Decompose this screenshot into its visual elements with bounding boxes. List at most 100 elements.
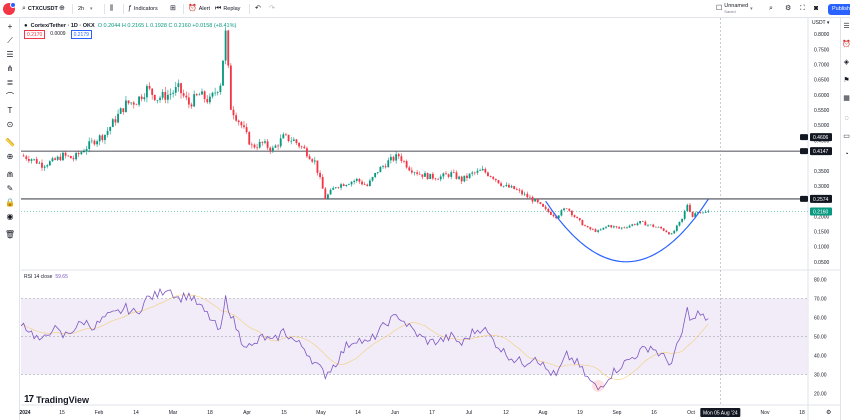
candle-body <box>22 155 25 157</box>
candle-body <box>691 211 694 217</box>
candle-body <box>211 92 214 97</box>
price-label-badge <box>810 133 832 142</box>
rsi-tick-label: 60.00 <box>814 316 827 322</box>
compare-button[interactable]: ⊕ <box>59 3 65 15</box>
brush-tool[interactable]: ⌒ <box>3 92 17 102</box>
time-tick-label: Nov <box>761 410 770 416</box>
data-window-button[interactable]: ◈ <box>842 58 850 67</box>
hotlists-button[interactable]: ⚑ <box>842 76 850 85</box>
alert-button[interactable]: ⏰ Alert <box>188 3 210 15</box>
candle-body <box>229 65 232 110</box>
candle-body <box>521 190 523 195</box>
fullscreen-button[interactable]: ⛶ <box>800 3 805 15</box>
trend-line-tool[interactable]: ⟋ <box>3 36 17 46</box>
symbol-title[interactable]: Cortex/Tether · 1D · OKX <box>30 23 95 29</box>
quick-search-button[interactable]: ⌕ <box>769 3 773 15</box>
candle-body <box>148 86 151 89</box>
alerts-panel-button[interactable]: ⏰ <box>842 40 850 49</box>
interval-button[interactable]: 2h <box>78 3 84 15</box>
watchlist-button[interactable]: ☰ <box>842 22 850 31</box>
symbol-search[interactable]: ⌕ CTXCUSDT <box>22 3 58 15</box>
candle-body <box>468 173 471 178</box>
redo-button[interactable]: ↷ <box>269 3 275 15</box>
candle-body <box>219 85 222 92</box>
candle-body <box>285 134 287 135</box>
top-toolbar: ⌕ CTXCUSDT ⊕ 2h ▾ ⫼ ƒ Indicators ⊞ ⏰ Ale… <box>0 0 850 18</box>
interval-label: 2h <box>78 6 85 12</box>
patterns-tool[interactable]: ⊙ <box>3 120 17 130</box>
candle-body <box>605 226 607 228</box>
measure-tool[interactable]: 📏 <box>3 138 17 148</box>
time-tick-label: 16 <box>651 410 657 416</box>
snapshot-button[interactable]: ◙ <box>814 3 818 15</box>
rsi-label[interactable]: RSI 14 close <box>24 274 53 280</box>
currency-label[interactable]: USDT ▾ <box>812 20 829 26</box>
candle-body <box>96 141 98 145</box>
candle-body <box>146 86 148 98</box>
candle-body <box>300 146 303 148</box>
fib-tool[interactable]: ≣ <box>3 78 17 88</box>
layout-menu[interactable]: ☐ Unnamed Saved ▾ <box>716 3 753 15</box>
candle-body <box>602 227 605 230</box>
candle-body <box>581 220 584 226</box>
candle-body <box>240 122 243 126</box>
sell-price[interactable]: 0.2170 <box>24 30 46 39</box>
calendar-icon: ▦ <box>843 95 850 102</box>
candle-body <box>193 94 196 107</box>
spread-value: 0.0009 <box>48 30 68 39</box>
rsi-axis[interactable]: 80.00 70.00 60.00 50.00 40.00 30.00 20.00 <box>814 278 827 398</box>
candle-body <box>80 152 83 155</box>
candle-body <box>647 224 649 226</box>
replay-button[interactable]: ⏮ Replay <box>215 3 240 15</box>
candle-body <box>452 172 455 173</box>
tradingview-logo[interactable]: 17 TradingView <box>24 394 89 405</box>
crosshair-tool[interactable]: + <box>3 22 17 32</box>
time-tick-label: Aug <box>539 410 548 416</box>
candle-body <box>132 102 135 105</box>
pitchfork-tool[interactable]: ⋔ <box>3 64 17 74</box>
candle-body <box>101 135 104 141</box>
candle-body <box>274 145 277 148</box>
candle-body <box>544 206 547 209</box>
calendar-button[interactable]: ▦ <box>842 94 850 103</box>
candle-body <box>266 141 269 148</box>
candle-body <box>117 113 119 123</box>
candle-body <box>418 173 421 175</box>
user-menu[interactable] <box>3 2 16 15</box>
ideas-button[interactable]: ◌ <box>842 114 850 123</box>
candle-body <box>702 212 704 214</box>
stay-drawing-tool[interactable]: ✎ <box>3 184 17 194</box>
horizontal-line-tool[interactable]: ☰ <box>3 50 17 60</box>
buy-price[interactable]: 0.2179 <box>70 30 92 39</box>
undo-button[interactable]: ↶ <box>255 3 261 15</box>
candle-body <box>159 97 161 100</box>
candle-body <box>143 97 146 100</box>
candles-icon: ⫼ <box>110 5 114 12</box>
candle-body <box>626 227 628 229</box>
notifications-button[interactable]: ◔ <box>842 150 850 159</box>
templates-button[interactable]: ⊞ <box>170 3 176 15</box>
candle-body <box>130 102 133 104</box>
hide-tool[interactable]: ◉ <box>3 212 17 222</box>
lock-tool[interactable]: 🔒 <box>3 198 17 208</box>
candle-body <box>203 91 206 100</box>
magnet-tool[interactable]: ⋒ <box>3 170 17 180</box>
candle-body <box>463 175 466 182</box>
layout-square-icon: ☐ <box>716 5 723 12</box>
trash-icon: 🗑 <box>4 230 16 239</box>
remove-tool[interactable]: 🗑 <box>3 230 17 240</box>
chart-type-button[interactable]: ⫼ <box>110 3 113 15</box>
publish-button[interactable]: Publish <box>828 3 850 15</box>
indicators-button[interactable]: ƒ Indicators <box>128 3 158 15</box>
settings-button[interactable]: ⚙ <box>785 3 791 15</box>
candle-body <box>135 104 138 106</box>
interval-dropdown[interactable]: ▾ <box>90 3 93 15</box>
chat-button[interactable]: ▭ <box>842 132 850 141</box>
time-axis[interactable]: 2024 15 Feb 14 Mar 18 Apr 15 May 14 Jun 17 Jul 12 Aug 1… <box>19 408 831 417</box>
price-axis[interactable]: 0.8000 0.7500 0.7000 0.6500 0.6000 0.5500 0.50… <box>800 32 832 266</box>
candle-body <box>353 180 356 182</box>
candle-body <box>610 225 613 228</box>
text-tool[interactable]: T <box>3 106 17 116</box>
zoom-tool[interactable]: ⊕ <box>3 152 17 162</box>
